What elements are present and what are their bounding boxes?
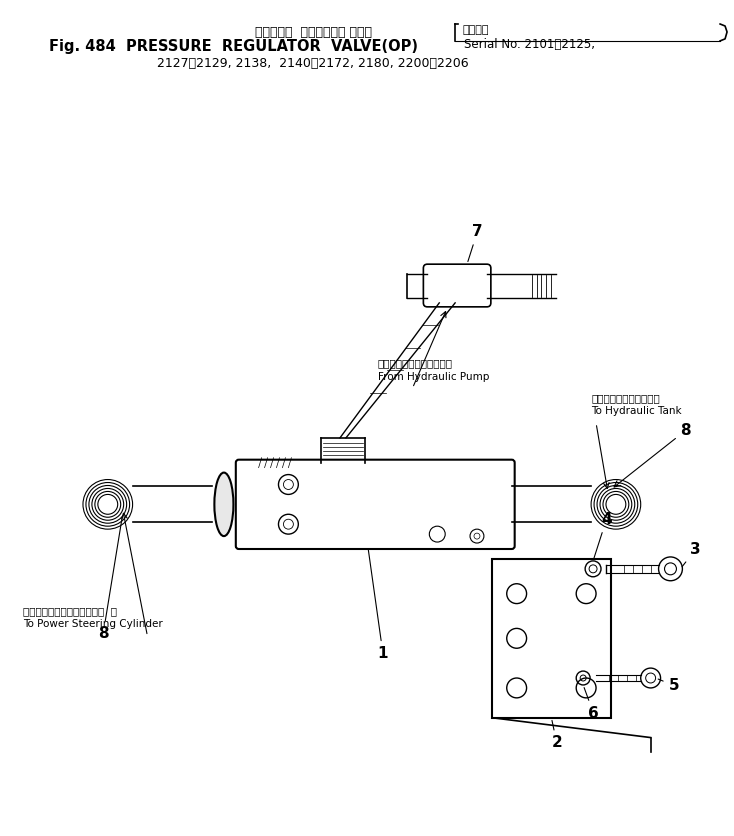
Text: Fig. 484  PRESSURE  REGULATOR  VALVE(OP): Fig. 484 PRESSURE REGULATOR VALVE(OP) xyxy=(49,39,418,54)
Text: 7: 7 xyxy=(468,224,483,262)
Text: ハイドロリックタンクへ: ハイドロリックタンクへ xyxy=(591,393,660,403)
Text: 1: 1 xyxy=(368,548,388,661)
Text: プレッシャ  レギュレータ バルブ: プレッシャ レギュレータ バルブ xyxy=(255,26,371,39)
Text: 8: 8 xyxy=(614,423,691,487)
Text: 2: 2 xyxy=(551,721,562,751)
Text: From Hydraulic Pump: From Hydraulic Pump xyxy=(378,372,489,382)
Text: To Hydraulic Tank: To Hydraulic Tank xyxy=(591,406,682,416)
Text: 6: 6 xyxy=(584,687,599,721)
Text: 3: 3 xyxy=(682,542,701,567)
Text: Serial No. 2101～2125,: Serial No. 2101～2125, xyxy=(464,38,595,51)
Text: 4: 4 xyxy=(594,512,611,558)
FancyBboxPatch shape xyxy=(236,460,515,549)
Bar xyxy=(492,559,611,718)
Text: 5: 5 xyxy=(658,678,679,693)
FancyBboxPatch shape xyxy=(424,264,491,307)
Text: 8: 8 xyxy=(98,517,123,641)
Text: ハイドロリックポンプから: ハイドロリックポンプから xyxy=(378,359,453,369)
Text: パワーステアリングシリンダ  へ: パワーステアリングシリンダ へ xyxy=(23,607,117,617)
Text: 2127～2129, 2138,  2140～2172, 2180, 2200～2206: 2127～2129, 2138, 2140～2172, 2180, 2200～2… xyxy=(157,57,469,69)
Text: To Power Steering Cylinder: To Power Steering Cylinder xyxy=(23,619,163,630)
Text: 適用号機: 適用号機 xyxy=(462,25,489,35)
Ellipse shape xyxy=(214,472,233,536)
